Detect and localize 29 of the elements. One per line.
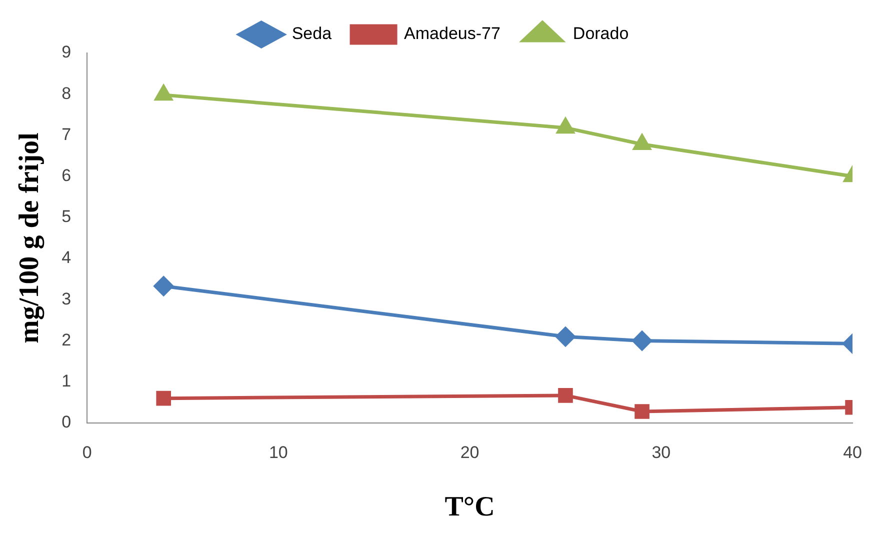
y-tick-label: 7 xyxy=(62,124,72,144)
x-tick-label: 0 xyxy=(82,442,92,462)
x-tick-label: 10 xyxy=(268,442,288,462)
legend-label: Amadeus-77 xyxy=(404,24,500,44)
point xyxy=(556,326,576,346)
legend-label: Seda xyxy=(292,24,332,44)
y-tick-label: 2 xyxy=(62,330,72,350)
x-axis-title: T°C xyxy=(444,491,495,522)
point xyxy=(633,134,651,150)
legend-label: Dorado xyxy=(572,24,629,44)
x-tick-label: 30 xyxy=(652,442,671,462)
point xyxy=(558,388,573,403)
x-tick-label: 20 xyxy=(460,442,480,462)
y-tick-label: 1 xyxy=(62,372,72,391)
y-axis-title: mg/100 g de frijol xyxy=(14,132,46,344)
y-tick-label: 4 xyxy=(62,248,72,268)
y-tick-label: 3 xyxy=(62,289,72,308)
x-tick-label: 40 xyxy=(843,442,862,462)
y-tick-label: 6 xyxy=(62,166,72,186)
y-tick-label: 0 xyxy=(62,412,72,432)
point xyxy=(156,390,172,406)
y-tick-label: 8 xyxy=(62,84,72,103)
point xyxy=(632,331,652,351)
y-tick-label: 5 xyxy=(62,207,72,226)
point xyxy=(154,276,174,296)
point xyxy=(154,85,172,101)
y-tick-label: 9 xyxy=(62,42,72,62)
point xyxy=(634,404,650,419)
point xyxy=(556,118,574,134)
